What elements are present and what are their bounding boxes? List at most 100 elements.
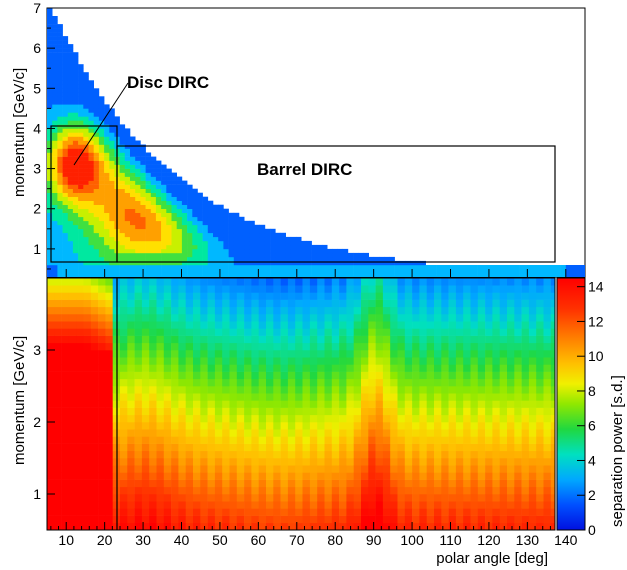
bottom-heatmap-cell (76, 508, 84, 516)
bottom-heatmap-cell (163, 422, 172, 430)
bottom-heatmap-cell (266, 364, 274, 372)
bottom-heatmap-cell (229, 299, 238, 308)
bottom-heatmap-cell (485, 378, 493, 387)
bottom-heatmap-cell (426, 429, 435, 437)
bottom-heatmap-cell (127, 306, 135, 315)
top-heatmap-cell (130, 224, 136, 230)
top-heatmap-cell (62, 172, 69, 177)
top-heatmap-cell (207, 232, 214, 238)
top-heatmap-cell (47, 228, 53, 234)
bottom-heatmap-cell (105, 350, 113, 358)
bottom-heatmap-cell (550, 479, 555, 488)
bottom-heatmap-cell (434, 422, 442, 430)
top-heatmap-cell (72, 208, 79, 213)
bottom-heatmap-cell (426, 314, 435, 322)
bottom-heatmap-cell (375, 314, 384, 322)
bottom-heatmap-cell (390, 335, 398, 344)
top-heatmap-cell (467, 269, 473, 274)
bottom-heatmap-cell (477, 429, 486, 437)
top-heatmap-cell (550, 269, 556, 274)
bottom-heatmap-cell (317, 407, 325, 416)
bottom-heatmap-cell (434, 508, 442, 516)
top-heatmap-cell (52, 228, 58, 234)
bottom-heatmap-cell (331, 335, 340, 344)
bottom-heatmap-cell (149, 350, 157, 358)
top-heatmap-cell (104, 188, 110, 193)
bottom-heatmap-cell (287, 501, 296, 509)
top-heatmap-cell (47, 204, 53, 209)
bottom-heatmap-cell (258, 328, 267, 336)
bottom-heatmap-cell (419, 486, 427, 495)
top-heatmap-cell (275, 252, 281, 258)
bottom-heatmap-cell (105, 393, 113, 401)
bottom-heatmap-cell (61, 407, 70, 416)
top-heatmap-cell (187, 244, 193, 250)
top-heatmap-cell (259, 256, 266, 262)
top-heatmap-cell (93, 180, 100, 185)
bottom-heatmap-cell (317, 299, 325, 308)
bottom-heatmap-cell (514, 479, 522, 488)
bottom-heatmap-cell (266, 328, 274, 336)
top-heatmap-cell (72, 88, 79, 93)
bottom-heatmap-cell (134, 479, 143, 488)
top-heatmap-cell (176, 232, 183, 238)
top-heatmap-cell (166, 188, 172, 193)
bottom-heatmap-cell (550, 422, 555, 430)
top-heatmap-cell (316, 273, 323, 277)
bottom-heatmap-cell (317, 335, 325, 344)
bottom-heatmap-cell (134, 364, 143, 372)
x-tick-label: 20 (97, 532, 113, 548)
bottom-heatmap-cell (54, 450, 62, 459)
bottom-heatmap-cell (492, 494, 500, 502)
bottom-heatmap-cell (448, 522, 457, 530)
top-heatmap-cell (311, 256, 318, 262)
bottom-heatmap-cell (236, 429, 245, 437)
top-heatmap-cell (223, 240, 229, 246)
bottom-heatmap-cell (368, 479, 376, 488)
top-heatmap-cell (57, 64, 63, 69)
bottom-heatmap-cell (90, 450, 99, 459)
top-heatmap-cell (78, 228, 84, 234)
bottom-heatmap-cell (244, 515, 252, 524)
bottom-heatmap-cell (171, 515, 179, 524)
bottom-heatmap-cell (536, 278, 544, 286)
bottom-heatmap-cell (521, 422, 530, 430)
bottom-heatmap-cell (47, 335, 55, 344)
top-heatmap-cell (119, 132, 126, 137)
bottom-heatmap-cell (499, 479, 508, 488)
bottom-heatmap-cell (521, 278, 530, 286)
top-heatmap-cell (98, 256, 105, 262)
top-heatmap-cell (135, 244, 141, 250)
bottom-heatmap-cell (397, 378, 406, 387)
bottom-heatmap-cell (105, 422, 113, 430)
bottom-heatmap-cell (412, 522, 420, 530)
top-heatmap-cell (109, 184, 115, 189)
top-heatmap-cell (155, 172, 162, 177)
top-heatmap-cell (384, 260, 390, 266)
bottom-heatmap-cell (236, 335, 245, 344)
top-y-axis-title: momentum [GeV/c] (11, 68, 28, 197)
top-heatmap-cell (130, 208, 136, 213)
bottom-heatmap-cell (507, 422, 515, 430)
top-heatmap-cell (62, 132, 69, 137)
top-heatmap-cell (83, 192, 89, 197)
top-heatmap-cell (93, 140, 100, 145)
top-heatmap-cell (347, 265, 354, 270)
bottom-heatmap-cell (543, 378, 552, 387)
bottom-heatmap-cell (514, 508, 522, 516)
bottom-heatmap-cell (536, 314, 544, 322)
top-heatmap-cell (72, 232, 79, 238)
top-heatmap-cell (207, 216, 214, 222)
bottom-heatmap-cell (550, 450, 555, 459)
bottom-heatmap-cell (171, 278, 179, 286)
bottom-heatmap-cell (258, 335, 267, 344)
bottom-heatmap-cell (448, 285, 457, 293)
top-heatmap-cell (93, 144, 100, 149)
top-heatmap-cell (62, 144, 69, 149)
top-heatmap-cell (47, 8, 53, 13)
bottom-heatmap-cell (193, 357, 201, 365)
bottom-heatmap-cell (441, 292, 449, 300)
top-heatmap-cell (197, 265, 203, 270)
bottom-heatmap-cell (412, 342, 420, 351)
top-heatmap-cell (83, 112, 89, 117)
